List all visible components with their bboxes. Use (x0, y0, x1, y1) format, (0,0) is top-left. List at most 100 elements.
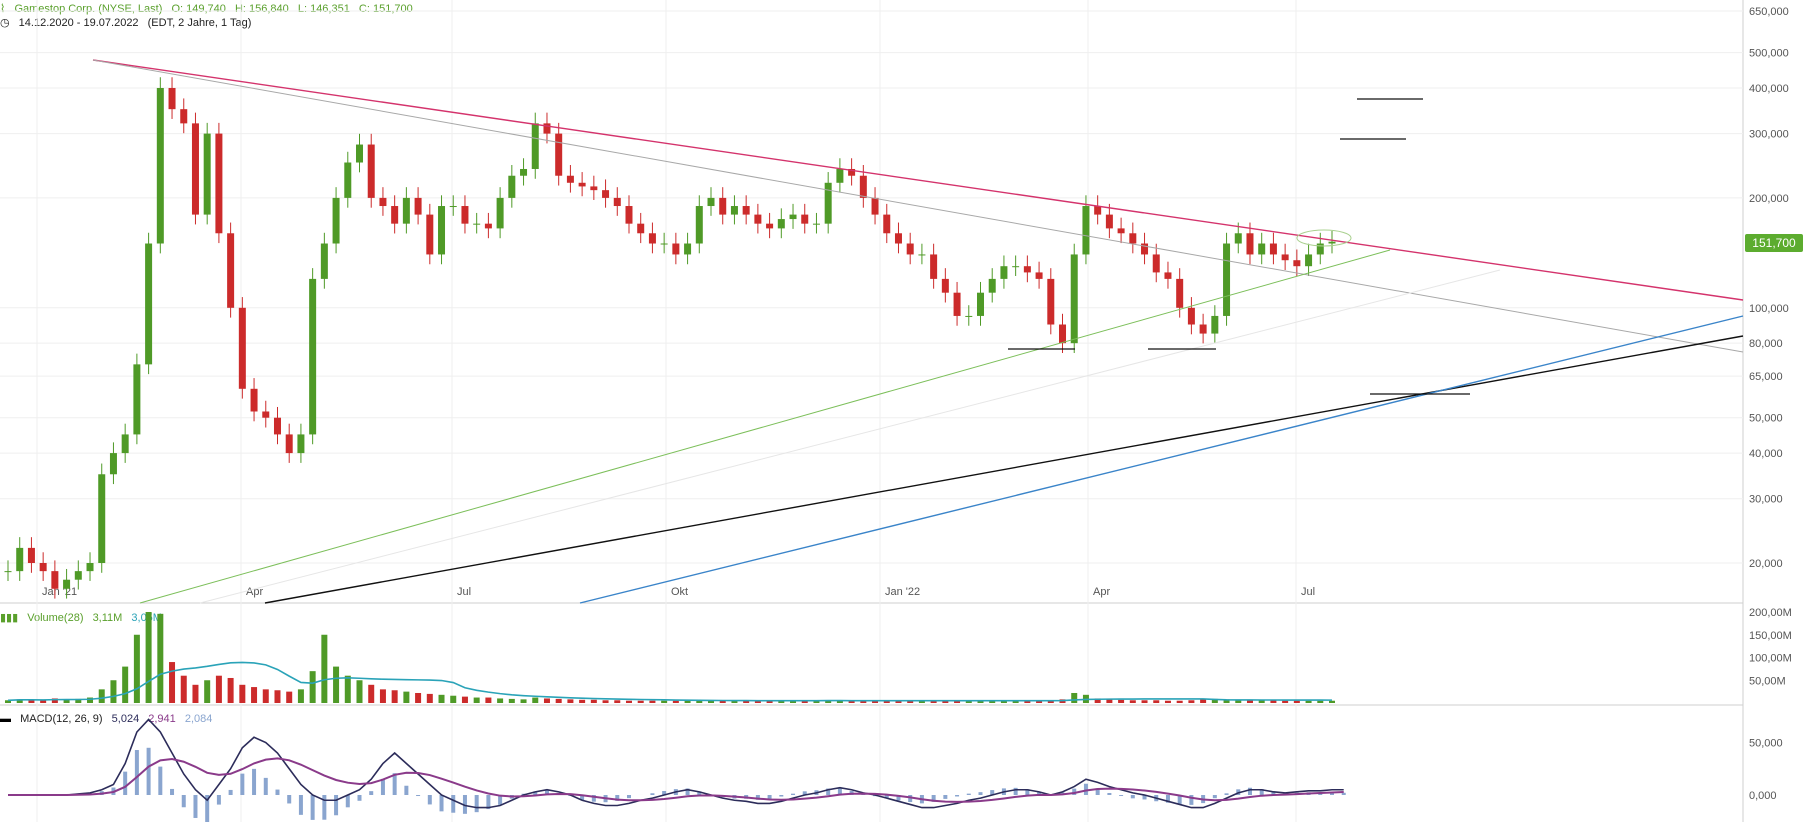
volume-bar (274, 690, 281, 703)
candle (672, 243, 680, 255)
volume-bar (1024, 700, 1031, 703)
macd-label[interactable]: MACD(12, 26, 9) (20, 713, 103, 725)
candle (1164, 272, 1172, 279)
volume-bar (1036, 700, 1043, 703)
volume-bar (813, 700, 820, 703)
candle (555, 133, 563, 176)
candle (754, 214, 762, 224)
volume-label[interactable]: Volume(28) (27, 612, 84, 624)
macd-histogram-bar (357, 795, 362, 801)
volume-bar (63, 699, 70, 703)
candle (1187, 307, 1195, 325)
macd-histogram-bar (650, 793, 655, 795)
candle (625, 206, 633, 224)
macd-histogram-bar (392, 773, 397, 795)
volume-bar (1293, 700, 1300, 703)
volume-bar (696, 700, 703, 703)
candle (238, 307, 246, 389)
macd-histogram-bar (1259, 789, 1264, 795)
volume-bar (895, 700, 902, 703)
candle (1094, 206, 1102, 215)
candle (74, 571, 82, 580)
candle (215, 133, 223, 234)
candle (1223, 243, 1231, 316)
volume-bar (1188, 700, 1195, 703)
volume-bar (860, 700, 867, 703)
volume-bar (1012, 700, 1019, 703)
macd-histogram-bar (275, 789, 280, 795)
chart-type-icon[interactable]: ⌇ (0, 3, 6, 15)
volume-bar (297, 689, 304, 703)
macd-histogram-bar (1330, 792, 1334, 795)
candle (4, 571, 12, 573)
volume-bar (1000, 700, 1007, 703)
candle (648, 233, 656, 244)
candle (836, 168, 844, 183)
candle (484, 223, 492, 229)
macd-histogram-bar (123, 771, 128, 795)
macd-icon[interactable]: ▬ (0, 713, 11, 725)
volume-bar (1329, 700, 1335, 703)
macd-histogram-bar (1142, 795, 1147, 800)
candle (1328, 241, 1336, 244)
volume-bar (1317, 700, 1324, 703)
volume-bar (790, 700, 797, 703)
y-tick-label: 30,000 (1749, 494, 1783, 506)
candle (426, 214, 434, 255)
candle (531, 123, 539, 169)
candle (1105, 214, 1113, 229)
macd-histogram-bar (802, 791, 807, 795)
macd-histogram-bar (533, 791, 538, 795)
x-tick-label: Apr (1093, 586, 1110, 598)
candle (86, 563, 94, 572)
macd-histogram-bar (146, 747, 151, 795)
candle (109, 453, 117, 475)
volume-bar (766, 700, 773, 703)
volume-bar (1246, 699, 1253, 703)
volume-bar (708, 700, 715, 703)
macd-histogram-bar (955, 795, 960, 797)
volume-bar (403, 691, 410, 703)
instrument-name[interactable]: Gamestop Corp. (NYSE, Last) (14, 3, 163, 15)
macd-histogram-bar (486, 795, 491, 810)
high-value: H: 156,840 (234, 3, 289, 15)
macd-histogram-bar (310, 795, 315, 820)
candle (824, 182, 832, 224)
candle (1281, 254, 1289, 261)
macd-histogram-bar (263, 777, 268, 795)
macd-histogram-bar (943, 795, 948, 799)
volume-bar (614, 700, 621, 703)
macd-histogram-bar (462, 795, 467, 814)
volume-tick-label: 100,00M (1749, 653, 1792, 665)
candle (379, 197, 387, 207)
macd-histogram-bar (978, 792, 983, 795)
candle (684, 243, 692, 255)
candle (871, 197, 879, 215)
candle (777, 219, 785, 229)
candle (1293, 260, 1301, 267)
clock-icon[interactable]: ◷ (0, 17, 10, 29)
volume-bar (239, 684, 246, 703)
macd-histogram-bar (369, 791, 374, 795)
volume-icon[interactable]: ▮▮▮ (0, 612, 19, 624)
open-value: O: 149,740 (171, 3, 226, 15)
candle (590, 186, 598, 191)
volume-bar (1235, 699, 1242, 703)
macd-histogram-bar (755, 795, 760, 800)
volume-bar (602, 700, 609, 703)
y-tick-label: 400,000 (1749, 83, 1789, 95)
volume-bar (1141, 700, 1148, 703)
candle (63, 579, 71, 589)
macd-histogram-bar (662, 790, 667, 795)
candle (894, 233, 902, 244)
volume-average-line (7, 661, 1333, 702)
volume-bar (1211, 698, 1218, 703)
macd-histogram-bar (1095, 788, 1100, 795)
signal-line (8, 757, 1344, 803)
candle (98, 474, 106, 563)
volume-bar (754, 700, 761, 703)
volume-bar (169, 662, 176, 703)
volume-bar (1270, 700, 1277, 703)
close-value: C: 151,700 (358, 3, 413, 15)
volume-bar (321, 634, 328, 703)
